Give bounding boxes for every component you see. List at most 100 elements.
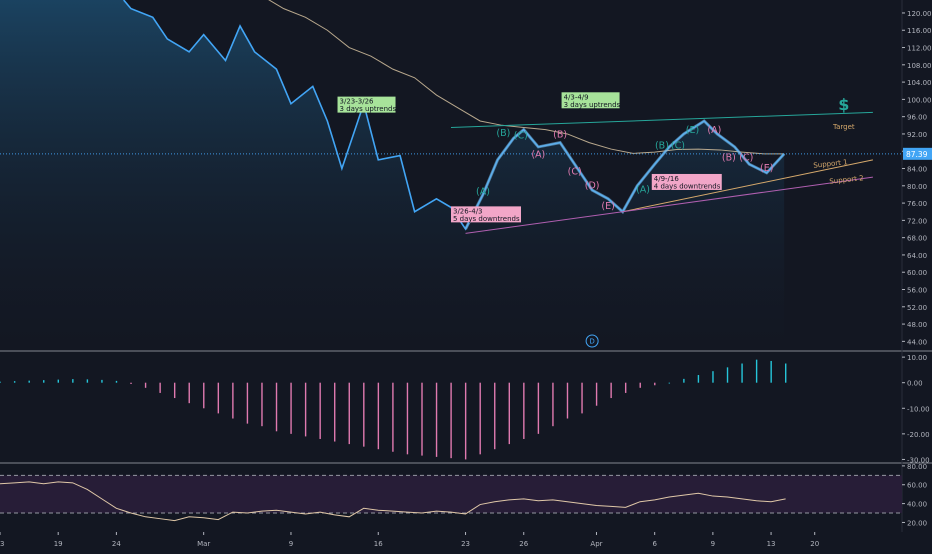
histogram-bar [654, 382, 656, 386]
histogram-bar [173, 382, 176, 399]
wave-label: (B) [496, 128, 510, 139]
price-y-tick-label: 112.00 [907, 45, 932, 53]
price-y-tick-label: 84.00 [907, 166, 927, 174]
histogram-bar [755, 359, 758, 383]
x-tick-label: Apr [590, 540, 602, 548]
histogram-bar [508, 382, 510, 445]
annotation-text: 4/3-4/9 [564, 93, 589, 101]
price-y-tick-label: 64.00 [907, 252, 927, 260]
price-badge-label: 87.39 [906, 150, 928, 159]
support2-label: Support 2 [829, 174, 864, 186]
histogram-bar [43, 380, 45, 383]
target-symbol: $ [838, 95, 849, 114]
price-y-tick-label: 96.00 [907, 114, 927, 122]
histogram-bar [86, 379, 89, 383]
histogram-bar [523, 382, 525, 439]
price-y-tick-label: 76.00 [907, 200, 927, 208]
histogram-bar [334, 382, 336, 442]
price-y-tick-label: 92.00 [907, 131, 927, 139]
price-y-tick-label: 116.00 [907, 27, 932, 35]
hist-y-tick-label: -20.00 [907, 431, 930, 439]
histogram-bar [261, 382, 263, 427]
x-tick-label: 6 [652, 540, 657, 548]
histogram-bar [319, 382, 321, 439]
price-y-tick-label: 48.00 [907, 321, 927, 329]
x-tick-label: 24 [112, 540, 121, 548]
price-y-tick-label: 108.00 [907, 62, 932, 70]
histogram-bar [101, 379, 103, 383]
x-tick-label: 20 [810, 540, 819, 548]
histogram-bar [494, 382, 496, 450]
histogram-bar [697, 375, 700, 383]
hist-y-tick-label: -10.00 [907, 405, 930, 413]
moving-average-line [268, 0, 785, 155]
histogram-bar [668, 382, 671, 384]
histogram-bar [712, 371, 714, 383]
event-marker [585, 334, 599, 348]
histogram-bar [552, 382, 554, 427]
histogram-bar [639, 382, 641, 388]
wave-label: (C) [671, 141, 685, 152]
x-tick-label: Mar [197, 540, 210, 548]
histogram-bar [72, 379, 74, 383]
wave-label: (E) [686, 125, 699, 136]
histogram-bar [464, 382, 467, 460]
histogram-bar [203, 382, 205, 409]
histogram-bar [421, 382, 423, 456]
price-y-tick-label: 104.00 [907, 79, 932, 87]
trend-line-support2 [465, 176, 873, 234]
annotation-text: 4/9-/16 [654, 175, 680, 183]
annotation-box [337, 96, 396, 113]
wave-label: (A) [476, 186, 490, 197]
price-badge [903, 147, 932, 160]
wave-label: (B) [655, 141, 669, 152]
price-y-tick-label: 120.00 [907, 10, 932, 18]
histogram-bar [595, 382, 598, 406]
x-tick-label: 9 [289, 540, 293, 548]
rsi-line [0, 481, 786, 522]
wave-label: (B) [553, 129, 567, 140]
histogram-bar [770, 360, 772, 383]
x-tick-label: 23 [461, 540, 470, 548]
x-tick-label: 26 [519, 540, 528, 548]
annotation-box [561, 92, 620, 109]
histogram-bar [363, 382, 365, 447]
annotation-box [651, 173, 722, 190]
histogram-bar [115, 380, 118, 383]
histogram-bar [0, 381, 1, 383]
wave-label: (C) [514, 130, 528, 141]
x-tick-label: 19 [54, 540, 63, 548]
histogram-bar [275, 382, 278, 432]
histogram-bar [188, 382, 190, 404]
trend-line-target [450, 111, 873, 128]
histogram-bar [290, 382, 292, 434]
annotation-box [451, 206, 521, 223]
rsi-y-tick-label: 60.00 [907, 482, 927, 490]
histogram-bar [581, 382, 583, 414]
price-y-tick-label: 100.00 [907, 96, 932, 104]
histogram-bar [726, 367, 729, 383]
histogram-bar [57, 379, 59, 383]
annotation-text: 3/23-3/26 [340, 98, 375, 106]
histogram-bar [683, 378, 685, 383]
histogram-bar [392, 382, 394, 452]
histogram-bar [785, 363, 787, 383]
support1-label: Support 1 [813, 158, 848, 170]
annotation-text: 3 days uptrends [340, 105, 397, 113]
histogram-bar [566, 382, 569, 419]
rsi-y-tick-label: 40.00 [907, 501, 927, 509]
target-label: Target [832, 123, 855, 131]
trend-line-support1 [622, 159, 874, 213]
histogram-bar [304, 382, 307, 437]
histogram-bar [28, 380, 30, 383]
hist-y-tick-label: 0.00 [907, 380, 923, 388]
rsi-band [0, 475, 902, 514]
histogram-bar [435, 382, 438, 457]
wave-label: (B) [722, 153, 736, 164]
price-y-tick-label: 52.00 [907, 304, 927, 312]
histogram-bar [741, 363, 743, 383]
x-tick-label: 13 [767, 540, 776, 548]
histogram-bar [537, 382, 540, 434]
